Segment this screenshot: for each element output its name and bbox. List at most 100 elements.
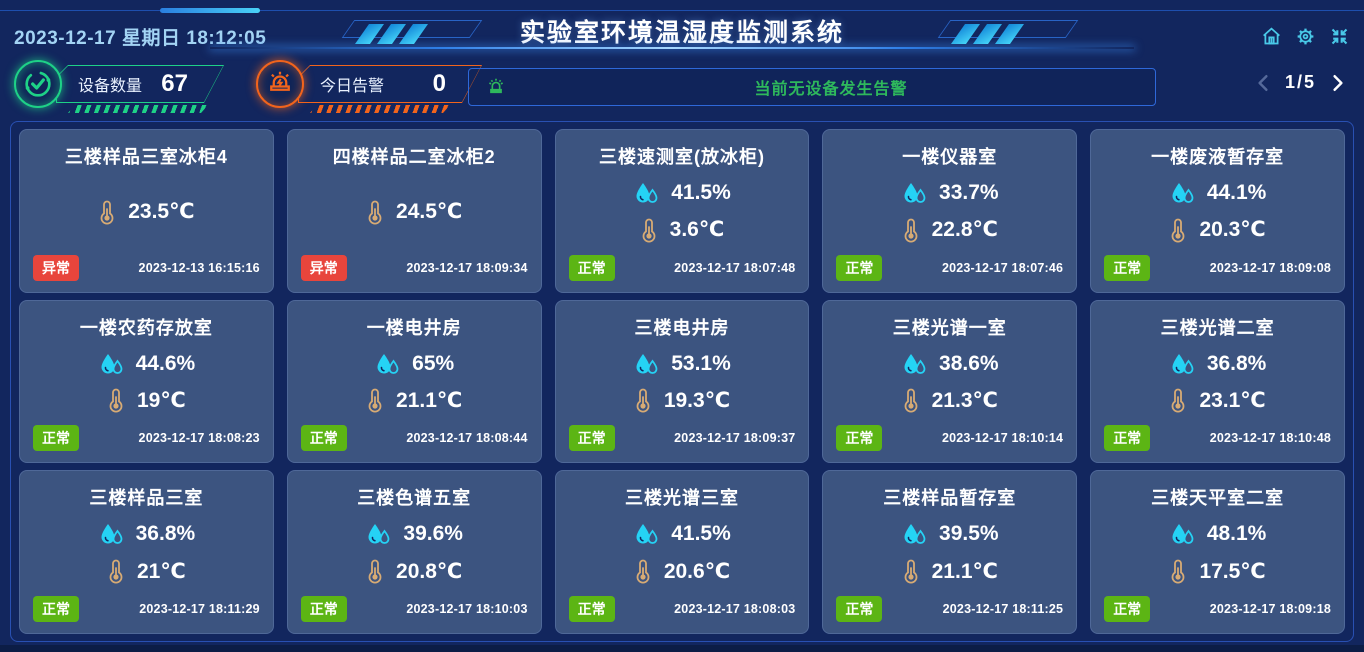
temperature-value: 3.6℃ — [669, 218, 725, 242]
settings-icon[interactable] — [1295, 26, 1316, 47]
temperature-value: 21.3℃ — [931, 388, 998, 412]
header: 2023-12-17 星期日 18:12:05 实验室环境温湿度监测系统 — [0, 0, 1364, 56]
device-card[interactable]: 三楼天平室二室 48.1% 17.5℃ 正常 2023 — [1090, 470, 1345, 634]
thermometer-icon — [109, 559, 123, 584]
humidity-row: 36.8% — [98, 522, 196, 546]
device-card[interactable]: 三楼样品暂存室 39.5% 21.1℃ 正常 2023 — [822, 470, 1078, 634]
humidity-value: 44.6% — [135, 351, 196, 375]
device-card[interactable]: 一楼农药存放室 44.6% 19℃ 正常 2023-1 — [19, 299, 274, 464]
bottom-strip — [0, 645, 1364, 652]
device-card[interactable]: 三楼速测室(放冰柜) 41.5% 3.6℃ 正常 20 — [554, 129, 810, 293]
next-page-button[interactable] — [1330, 74, 1346, 92]
header-icons — [1261, 26, 1350, 47]
temperature-value: 19℃ — [137, 388, 186, 412]
device-count-label: 设备数量 — [78, 78, 143, 95]
temperature-row: 20.6℃ — [634, 558, 730, 584]
fullscreen-icon[interactable] — [1329, 26, 1350, 47]
today-alarms-value: 0 — [432, 70, 446, 97]
device-card[interactable]: 四楼样品二室冰柜2 24.5℃ 异常 2023-12-17 18:09:34 — [286, 129, 542, 293]
card-body: 39.5% 21.1℃ — [836, 510, 1063, 596]
room-name: 三楼样品三室 — [89, 488, 204, 509]
timestamp: 2023-12-17 18:08:44 — [406, 431, 528, 446]
card-body: 48.1% 17.5℃ — [1104, 510, 1331, 596]
status-badge: 异常 — [33, 254, 79, 281]
thermometer-icon — [636, 389, 650, 413]
card-footer: 正常 2023-12-17 18:07:48 — [568, 254, 796, 281]
humidity-row: 44.6% — [98, 351, 196, 376]
timestamp: 2023-12-13 16:15:16 — [138, 260, 260, 275]
timestamp: 2023-12-17 18:11:25 — [942, 602, 1064, 616]
alert-message: 当前无设备发生告警 — [754, 81, 908, 98]
prev-page-button[interactable] — [1255, 74, 1271, 92]
status-badge: 正常 — [300, 596, 347, 622]
page-indicator: 1/5 — [1284, 72, 1316, 92]
room-name: 三楼样品三室冰柜4 — [64, 147, 228, 167]
status-badge: 正常 — [836, 425, 883, 452]
thermometer-icon — [1172, 389, 1185, 413]
today-alarms-box: 今日告警 0 — [298, 65, 482, 103]
humidity-value: 38.6% — [939, 351, 999, 375]
card-body: 65% 21.1℃ — [301, 340, 528, 426]
thermometer-icon — [368, 200, 382, 225]
temperature-row: 19℃ — [107, 387, 186, 413]
temperature-value: 20.8℃ — [396, 559, 463, 583]
humidity-value: 33.7% — [939, 180, 999, 204]
humidity-icon — [101, 353, 123, 374]
humidity-value: 41.5% — [671, 522, 731, 546]
card-body: 41.5% 20.6℃ — [569, 510, 796, 596]
card-body: 39.6% 20.8℃ — [301, 510, 528, 596]
humidity-value: 36.8% — [135, 522, 196, 546]
humidity-row: 53.1% — [633, 352, 731, 376]
status-badge: 正常 — [836, 596, 883, 622]
thermometer-icon — [368, 559, 382, 584]
thermometer-icon — [1172, 559, 1185, 584]
status-badge: 正常 — [300, 425, 347, 452]
device-card[interactable]: 三楼样品三室冰柜4 23.5℃ 异常 2023-12-13 16:15:16 — [19, 129, 274, 293]
device-card[interactable]: 三楼电井房 53.1% 19.3℃ 正常 2023-1 — [554, 299, 810, 464]
status-badge: 正常 — [568, 425, 615, 452]
header-top-line-accent — [160, 8, 260, 13]
timestamp: 2023-12-17 18:08:03 — [674, 602, 796, 616]
device-card[interactable]: 一楼仪器室 33.7% 22.8℃ 正常 2023-1 — [822, 129, 1078, 293]
timestamp: 2023-12-17 18:10:48 — [1209, 431, 1331, 446]
header-top-line — [0, 10, 1364, 11]
timestamp: 2023-12-17 18:09:37 — [674, 431, 796, 446]
temperature-value: 20.6℃ — [663, 559, 731, 583]
alert-siren-icon — [488, 78, 504, 94]
humidity-value: 48.1% — [1206, 522, 1267, 546]
humidity-icon — [904, 182, 926, 203]
alert-bar[interactable]: 当前无设备发生告警 — [468, 68, 1156, 106]
card-body: 38.6% 21.3℃ — [836, 340, 1063, 426]
card-body: 24.5℃ — [301, 169, 528, 255]
temperature-value: 23.5℃ — [128, 200, 195, 224]
device-card[interactable]: 一楼废液暂存室 44.1% 20.3℃ 正常 2023 — [1090, 129, 1345, 293]
humidity-icon — [636, 182, 658, 203]
thermometer-icon — [904, 218, 918, 243]
device-card[interactable]: 三楼色谱五室 39.6% 20.8℃ 正常 2023- — [286, 470, 542, 634]
card-footer: 正常 2023-12-17 18:09:37 — [568, 425, 796, 452]
humidity-value: 53.1% — [671, 351, 731, 375]
humidity-row: 41.5% — [633, 181, 731, 205]
room-name: 三楼速测室(放冰柜) — [598, 147, 765, 167]
thermometer-icon — [636, 559, 650, 584]
timestamp: 2023-12-17 18:07:46 — [941, 260, 1064, 275]
device-card[interactable]: 三楼光谱二室 36.8% 23.1℃ 正常 2023- — [1090, 299, 1345, 464]
room-name: 三楼电井房 — [634, 317, 730, 338]
device-card[interactable]: 三楼样品三室 36.8% 21℃ 正常 2023-12 — [19, 470, 274, 634]
card-footer: 异常 2023-12-13 16:15:16 — [33, 254, 260, 281]
device-card[interactable]: 三楼光谱一室 38.6% 21.3℃ 正常 2023- — [822, 299, 1078, 464]
home-icon[interactable] — [1261, 26, 1282, 47]
humidity-icon — [636, 524, 658, 545]
humidity-row: 65% — [374, 352, 454, 376]
today-alarms-hatch — [310, 105, 450, 113]
datetime: 2023-12-17 星期日 18:12:05 — [14, 28, 267, 49]
humidity-row: 41.5% — [633, 522, 731, 546]
humidity-icon — [904, 524, 926, 545]
device-card[interactable]: 三楼光谱三室 41.5% 20.6℃ 正常 2023- — [554, 470, 810, 634]
humidity-row: 44.1% — [1169, 181, 1266, 205]
card-footer: 正常 2023-12-17 18:08:44 — [300, 425, 528, 452]
today-alarms-label: 今日告警 — [320, 78, 385, 95]
device-card[interactable]: 一楼电井房 65% 21.1℃ 正常 2023-12- — [286, 299, 542, 464]
thermometer-icon — [109, 389, 123, 413]
status-badge: 正常 — [568, 254, 615, 281]
